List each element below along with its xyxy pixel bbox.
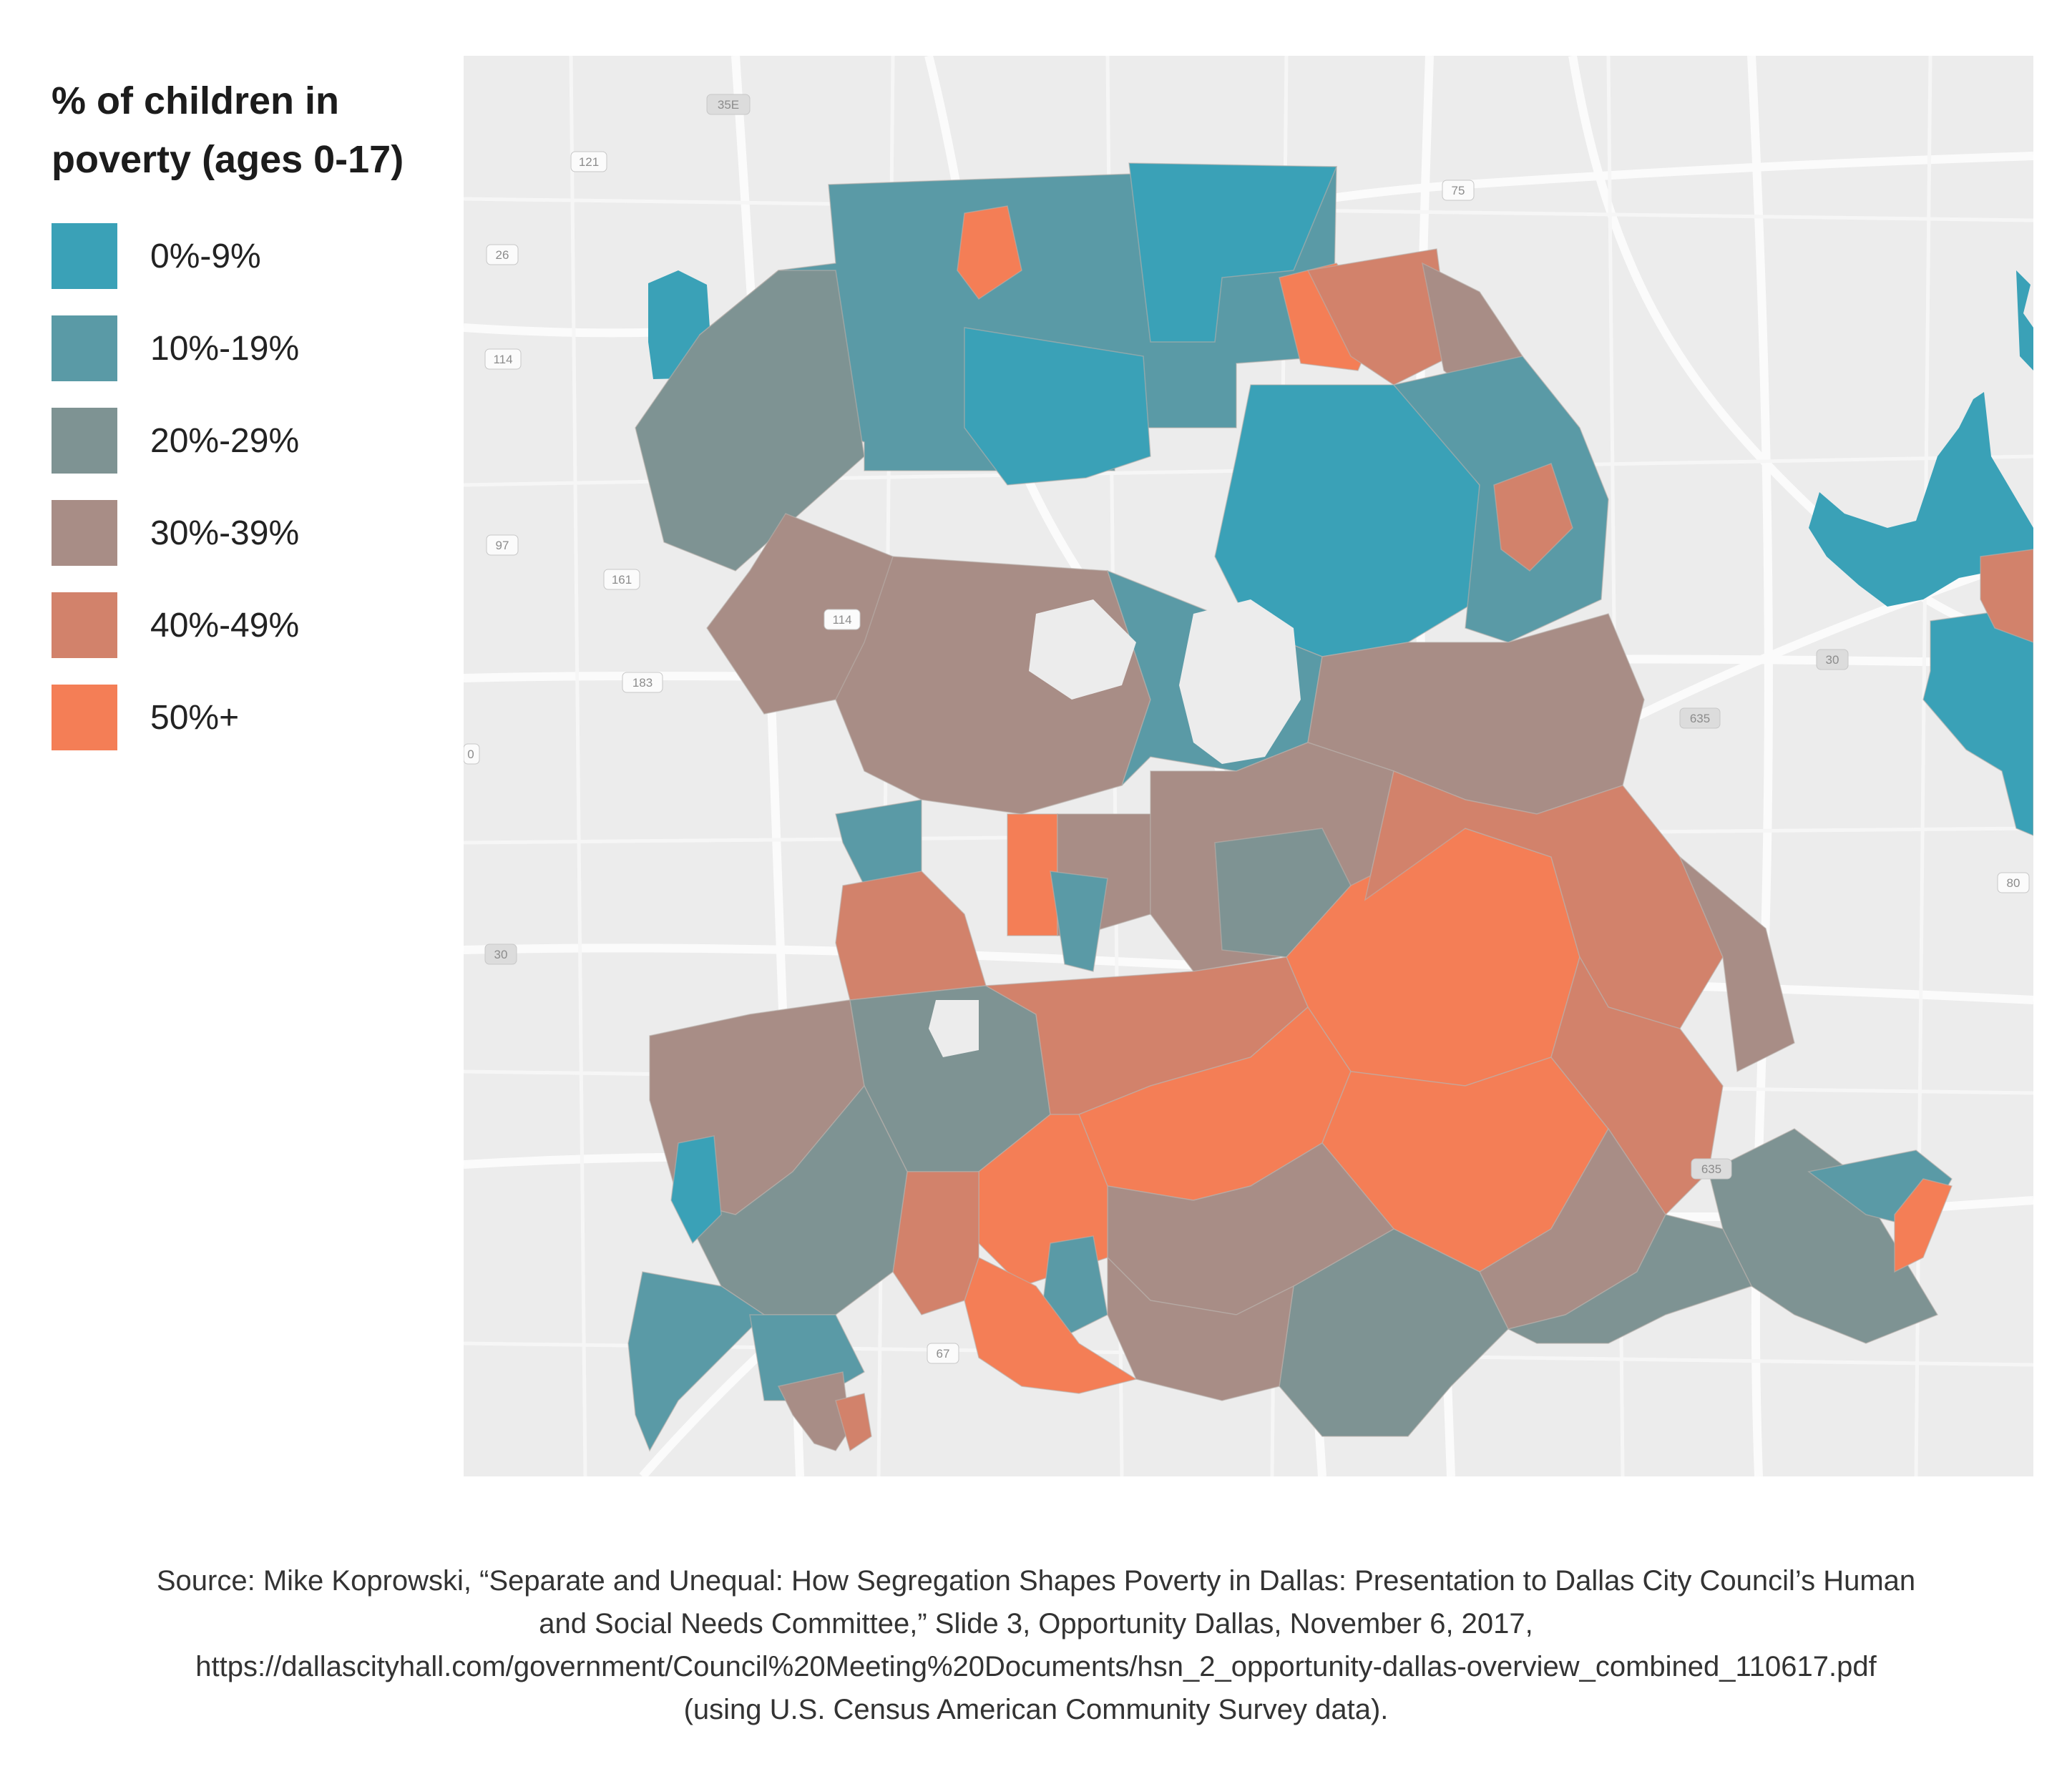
highway-shield: 635 [1691,1158,1732,1180]
svg-text:635: 635 [1690,712,1710,725]
tract-area [1506,1214,1753,1344]
tract-area [1980,549,2033,643]
svg-text:121: 121 [579,155,599,169]
tract-area [835,799,922,886]
legend-title-line1: % of children in [52,79,340,122]
svg-text:26: 26 [496,248,509,262]
highway-shield: 635 [1679,707,1721,729]
legend-title: % of children in poverty (ages 0-17) [52,72,452,189]
legend-swatch-40-49 [52,592,117,658]
legend-label: 0%-9% [150,237,261,275]
tract-polygons [627,162,2033,1452]
legend-item-0-9: 0%-9% [52,223,452,289]
svg-text:97: 97 [496,539,509,552]
tract-area [964,1256,1138,1394]
legend-swatch-20-29 [52,408,117,474]
legend-swatch-0-9 [52,223,117,289]
tract-area [1042,1235,1108,1337]
svg-text:635: 635 [1701,1162,1721,1176]
non-city-areas [929,599,1301,1057]
highway-shield: 0 [464,743,480,765]
lake-east [1809,392,2033,607]
highway-shield: 161 [603,569,640,590]
legend-label: 20%-29% [150,421,300,460]
legend-label: 50%+ [150,698,240,737]
cockrell-hill [929,1000,979,1057]
svg-text:30: 30 [494,948,508,961]
source-citation: Source: Mike Koprowski, “Separate and Un… [72,1559,2000,1731]
tract-area [1107,1256,1294,1401]
svg-text:161: 161 [612,573,632,587]
legend-label: 30%-39% [150,514,300,552]
highway-shield: 114 [484,348,522,370]
highway-shield: 114 [824,609,861,630]
legend-item-50-plus: 50%+ [52,685,452,750]
legend-swatch-30-39 [52,500,117,566]
tract-area [892,1171,979,1315]
highway-shield: 75 [1442,180,1475,201]
tract-area [1493,463,1573,572]
map-canvas[interactable]: 35E 121 75 26 114 97 161 114 183 30 635 … [464,56,2033,1476]
tract-area [1279,1228,1509,1437]
legend-item-40-49: 40%-49% [52,592,452,658]
tract-area [635,270,865,572]
legend-label: 10%-19% [150,329,300,368]
legend-swatch-50-plus [52,685,117,750]
legend-label: 40%-49% [150,606,300,644]
legend-item-10-19: 10%-19% [52,315,452,381]
tract-area [835,1393,872,1452]
highway-shield: 183 [622,672,663,693]
svg-text:30: 30 [1826,653,1839,667]
svg-text:75: 75 [1452,184,1465,197]
love-field [1029,599,1136,700]
highway-shield: 80 [1997,872,2030,893]
svg-text:80: 80 [2007,876,2020,890]
svg-text:35E: 35E [718,98,739,112]
svg-text:67: 67 [937,1347,950,1361]
source-url[interactable]: https://dallascityhall.com/government/Co… [195,1651,1877,1682]
highway-shield: 121 [570,151,607,172]
svg-text:183: 183 [632,676,653,690]
tract-area [777,1371,851,1451]
tract-area [1007,813,1058,936]
legend: % of children in poverty (ages 0-17) 0%-… [52,72,452,777]
highway-shield: 35E [706,94,751,115]
highway-shields: 35E 121 75 26 114 97 161 114 183 30 635 … [464,94,2030,1364]
tract-area [1128,162,1338,343]
legend-item-20-29: 20%-29% [52,408,452,474]
svg-text:114: 114 [493,353,512,366]
highway-shield: 26 [486,244,519,265]
highway-shield: 30 [1816,649,1849,670]
legend-title-line2: poverty (ages 0-17) [52,138,404,181]
tract-area [957,205,1022,300]
highland-park [1179,599,1301,764]
tract-area [670,1135,722,1245]
legend-item-30-39: 30%-39% [52,500,452,566]
source-line: (using U.S. Census American Community Su… [683,1694,1389,1725]
tract-area [964,327,1151,486]
svg-text:114: 114 [832,613,851,627]
tract-area [627,1271,766,1452]
legend-swatch-10-19 [52,315,117,381]
highway-shield: 30 [484,943,517,965]
highway-shield: 67 [927,1343,959,1364]
highway-shield: 97 [486,534,519,556]
tract-area [1050,871,1108,972]
tract-area [835,871,987,1001]
tract-area [1894,1178,1953,1273]
tract-area [1679,856,1795,1073]
source-line: and Social Needs Committee,” Slide 3, Op… [539,1608,1533,1639]
lake-east-north [2016,270,2033,371]
tract-area [1306,248,1452,386]
tract-area [1922,606,2033,836]
map[interactable]: 35E 121 75 26 114 97 161 114 183 30 635 … [464,56,2033,1476]
svg-text:0: 0 [467,748,474,761]
source-line: Source: Mike Koprowski, “Separate and Un… [156,1565,1916,1597]
